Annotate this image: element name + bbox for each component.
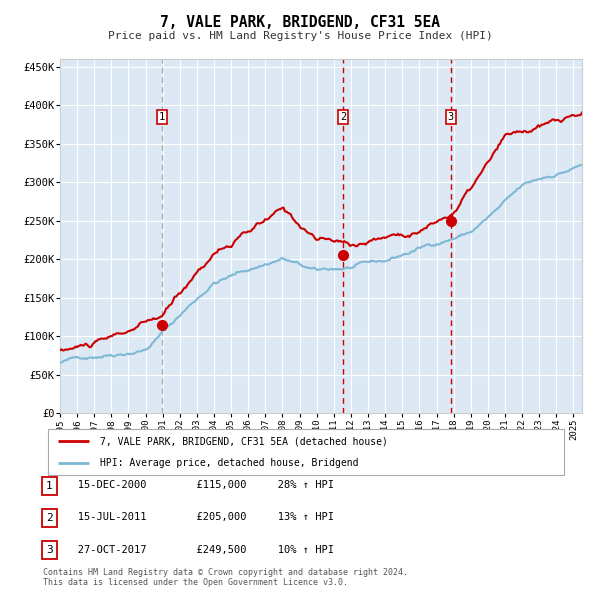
Text: HPI: Average price, detached house, Bridgend: HPI: Average price, detached house, Brid…: [100, 457, 358, 467]
Text: 15-DEC-2000        £115,000     28% ↑ HPI: 15-DEC-2000 £115,000 28% ↑ HPI: [59, 480, 334, 490]
Text: 7, VALE PARK, BRIDGEND, CF31 5EA: 7, VALE PARK, BRIDGEND, CF31 5EA: [160, 15, 440, 30]
FancyBboxPatch shape: [48, 429, 564, 475]
FancyBboxPatch shape: [41, 477, 57, 494]
Text: Contains HM Land Registry data © Crown copyright and database right 2024.
This d: Contains HM Land Registry data © Crown c…: [43, 568, 408, 587]
Text: 15-JUL-2011        £205,000     13% ↑ HPI: 15-JUL-2011 £205,000 13% ↑ HPI: [59, 513, 334, 522]
Text: 3: 3: [46, 546, 53, 555]
Text: Price paid vs. HM Land Registry's House Price Index (HPI): Price paid vs. HM Land Registry's House …: [107, 31, 493, 41]
Text: 1: 1: [46, 481, 53, 490]
Text: 27-OCT-2017        £249,500     10% ↑ HPI: 27-OCT-2017 £249,500 10% ↑ HPI: [59, 545, 334, 555]
Text: 2: 2: [340, 112, 346, 122]
Text: 7, VALE PARK, BRIDGEND, CF31 5EA (detached house): 7, VALE PARK, BRIDGEND, CF31 5EA (detach…: [100, 437, 388, 447]
FancyBboxPatch shape: [41, 509, 57, 527]
Text: 1: 1: [159, 112, 165, 122]
FancyBboxPatch shape: [41, 542, 57, 559]
Text: 3: 3: [448, 112, 454, 122]
Text: 2: 2: [46, 513, 53, 523]
